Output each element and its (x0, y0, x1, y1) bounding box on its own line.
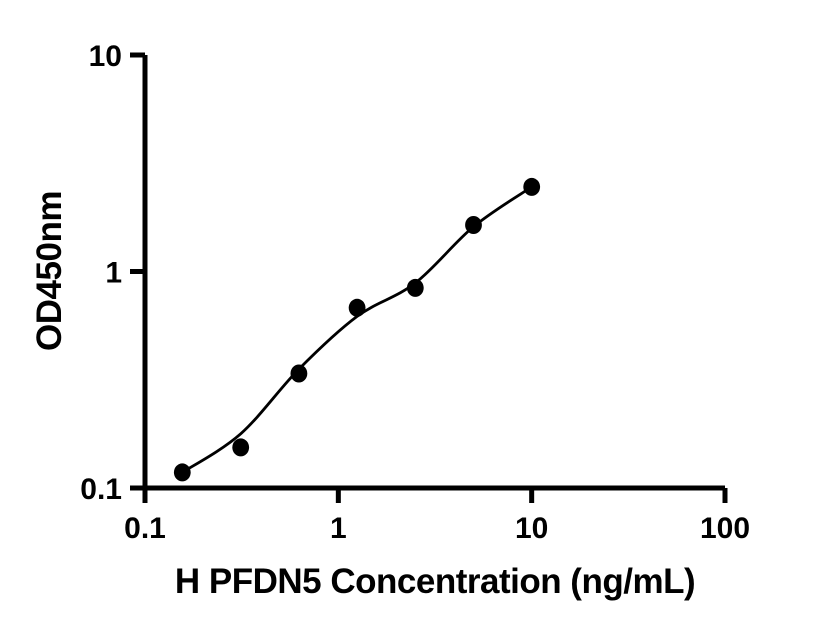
x-axis-title: H PFDN5 Concentration (ng/mL) (174, 562, 696, 601)
data-point (348, 298, 366, 317)
x-axis-tick-label: 100 (700, 512, 750, 545)
data-point (406, 278, 424, 297)
data-point (465, 216, 482, 234)
axis-spines (142, 55, 725, 491)
y-axis-title: OD450nm (30, 191, 69, 351)
x-axis-tick-label: 1 (330, 512, 347, 545)
data-point (232, 438, 250, 457)
data-point (523, 177, 541, 196)
x-axis-tick-label: 10 (515, 512, 548, 545)
y-axis-tick-label: 1 (105, 257, 122, 290)
y-axis-tick-label: 10 (89, 40, 122, 73)
data-point (290, 364, 308, 383)
data-point (173, 463, 191, 482)
x-axis-tick-label: 0.1 (124, 512, 166, 545)
y-axis-tick-label: 0.1 (80, 473, 122, 506)
